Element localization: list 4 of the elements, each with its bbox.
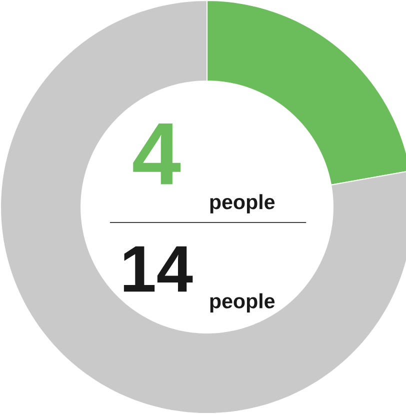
text: 4	[133, 123, 180, 184]
text: people	[210, 194, 274, 214]
text: people	[210, 293, 274, 312]
text: 14	[124, 246, 193, 292]
